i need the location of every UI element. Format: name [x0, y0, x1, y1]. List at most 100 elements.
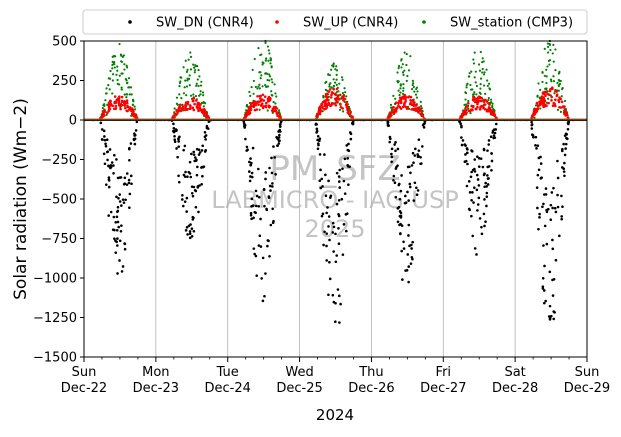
sw-dn-point — [409, 171, 412, 175]
sw-dn-point — [128, 192, 132, 196]
sw-dn-point — [567, 122, 570, 126]
sw-dn-point — [190, 191, 194, 195]
sw-station-point — [332, 62, 335, 65]
sw-station-point — [330, 68, 333, 71]
sw-up-point — [325, 93, 328, 96]
sw-dn-point — [396, 220, 400, 224]
sw-dn-point — [254, 211, 257, 215]
sw-station-point — [182, 92, 186, 95]
sw-dn-point — [186, 233, 189, 236]
sw-dn-point — [111, 228, 115, 232]
sw-station-point — [552, 60, 555, 63]
sw-up-point — [351, 115, 354, 118]
sw-up-point — [120, 99, 124, 103]
sw-up-point — [130, 112, 134, 115]
sw-dn-point — [484, 181, 487, 185]
sw-station-point — [394, 97, 397, 100]
sw-dn-point — [113, 237, 116, 240]
sw-station-point — [549, 48, 552, 52]
sw-up-point — [179, 107, 182, 110]
sw-station-point — [267, 59, 270, 62]
sw-dn-point — [536, 206, 539, 210]
sw-up-point — [102, 111, 105, 114]
sw-dn-point — [343, 157, 347, 161]
sw-dn-point — [398, 197, 402, 201]
sw-up-point — [397, 104, 400, 108]
sw-station-point — [414, 93, 418, 96]
sw-station-point — [407, 69, 411, 72]
sw-up-point — [249, 108, 253, 112]
sw-station-point — [549, 78, 553, 81]
sw-station-point — [259, 77, 262, 80]
sw-station-point — [260, 53, 263, 56]
sw-dn-point — [318, 137, 322, 141]
sw-up-point — [532, 109, 536, 112]
sw-up-point — [491, 112, 494, 116]
sw-dn-point — [536, 173, 540, 177]
sw-dn-point — [201, 174, 204, 178]
sw-dn-point — [117, 197, 120, 200]
sw-dn-point — [534, 135, 538, 139]
sw-station-point — [335, 91, 338, 94]
sw-up-point — [263, 95, 267, 98]
sw-dn-point — [182, 204, 185, 208]
sw-dn-point — [176, 155, 179, 159]
sw-up-point — [410, 103, 414, 107]
sw-station-point — [396, 71, 399, 74]
sw-station-point — [270, 90, 273, 93]
sw-dn-point — [473, 247, 477, 250]
sw-up-point — [479, 99, 483, 103]
sw-dn-point — [187, 170, 191, 174]
sw-dn-point — [563, 153, 567, 157]
sw-up-point — [480, 96, 484, 100]
sw-dn-point — [264, 272, 267, 275]
sw-dn-point — [252, 216, 255, 220]
sw-station-point — [401, 71, 405, 74]
sw-dn-point — [110, 161, 114, 164]
sw-dn-point — [253, 252, 256, 256]
sw-dn-point — [116, 244, 119, 247]
sw-station-point — [178, 93, 181, 96]
sw-station-point — [189, 55, 193, 58]
sw-dn-point — [125, 172, 129, 175]
sw-station-point — [108, 88, 111, 91]
sw-dn-point — [181, 193, 184, 197]
sw-dn-point — [408, 185, 412, 189]
sw-dn-point — [248, 170, 251, 173]
sw-dn-point — [200, 149, 204, 152]
sw-station-point — [259, 71, 262, 74]
sw-station-point — [200, 80, 203, 83]
sw-station-point — [103, 104, 106, 107]
sw-dn-point — [267, 195, 271, 198]
sw-station-point — [475, 84, 479, 88]
sw-station-point — [188, 84, 191, 87]
sw-dn-point — [198, 151, 202, 154]
sw-station-point — [120, 88, 123, 91]
sw-up-point — [468, 109, 472, 113]
sw-dn-point — [133, 142, 137, 146]
sw-dn-point — [483, 224, 486, 228]
sw-dn-point — [249, 213, 253, 217]
sw-dn-point — [279, 130, 282, 133]
sw-station-point — [253, 57, 256, 61]
sw-dn-point — [107, 164, 111, 168]
sw-up-point — [403, 93, 406, 97]
sw-up-point — [541, 103, 544, 106]
sw-dn-point — [548, 304, 552, 308]
sw-dn-point — [195, 147, 199, 151]
sw-station-point — [101, 106, 104, 110]
sw-dn-point — [407, 265, 411, 268]
sw-station-point — [266, 109, 269, 112]
sw-up-point — [327, 90, 331, 93]
sw-station-point — [328, 85, 331, 88]
sw-station-point — [252, 92, 255, 95]
sw-dn-point — [105, 150, 109, 154]
sw-dn-point — [344, 213, 348, 216]
sw-dn-point — [331, 221, 335, 225]
sw-station-point — [125, 96, 128, 99]
sw-up-point — [342, 94, 346, 98]
sw-station-point — [343, 87, 346, 90]
sw-dn-point — [270, 171, 274, 175]
sw-dn-point — [259, 245, 263, 248]
sw-station-point — [274, 102, 277, 105]
